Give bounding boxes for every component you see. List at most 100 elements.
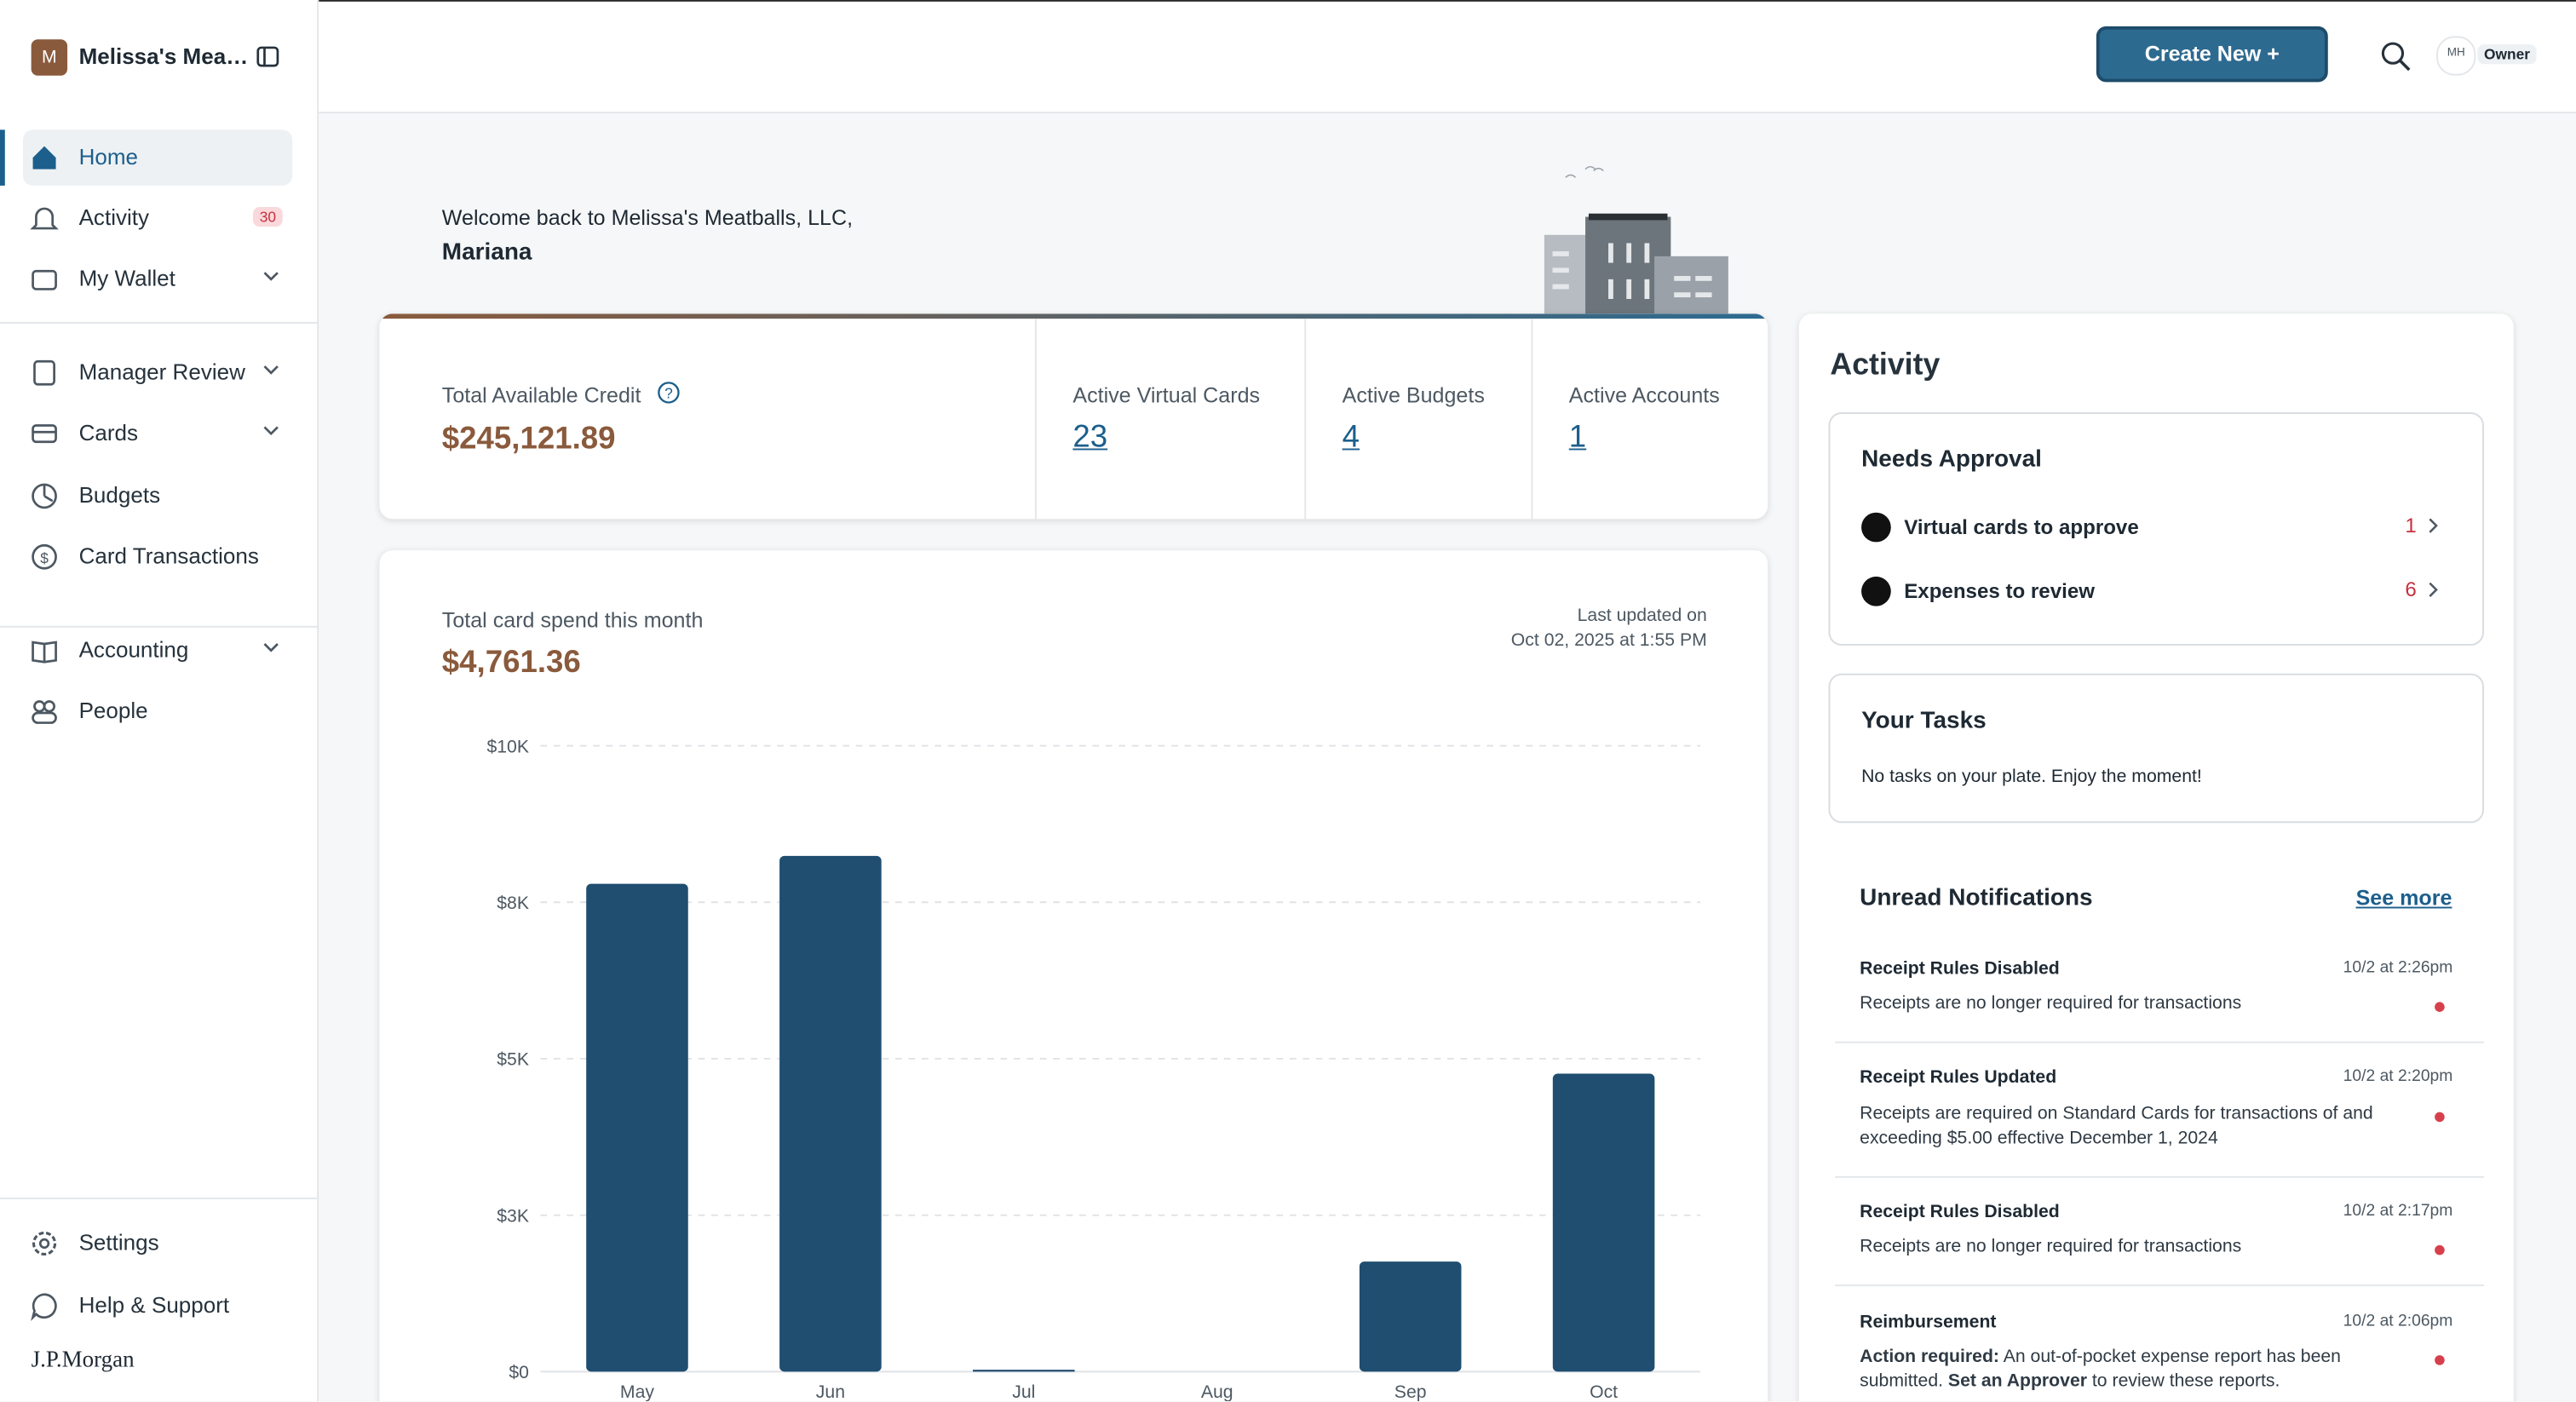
approval-count: 6 — [2405, 577, 2417, 601]
bar — [973, 1370, 1075, 1372]
stat-value[interactable]: 4 — [1342, 420, 1360, 456]
see-more-link[interactable]: See more — [2355, 885, 2452, 911]
nav-item[interactable]: Home — [22, 129, 293, 186]
nav-item[interactable]: Accounting — [23, 623, 292, 679]
sidebar: M Melissa's Mea… Home Activity 30 My Wall… — [0, 0, 319, 1402]
y-tick-label: $0 — [509, 1363, 529, 1382]
nav-label: People — [78, 698, 148, 723]
stat-label: Active Accounts — [1568, 382, 1720, 408]
nav-label: Manager Review — [78, 359, 245, 385]
activity-panel: Activity Needs Approval Virtual cards to… — [1798, 313, 2514, 1402]
nav-label: Cards — [78, 420, 139, 445]
nav-item[interactable]: Settings — [23, 1215, 292, 1272]
nav-item[interactable]: My Wallet — [23, 251, 292, 307]
unread-dot — [2435, 1355, 2445, 1365]
stat-value[interactable]: 1 — [1568, 420, 1587, 456]
collapse-icon[interactable] — [256, 46, 279, 67]
nav-icon — [30, 207, 59, 230]
spend-amount: $4,761.36 — [441, 645, 581, 681]
user-avatar[interactable]: MH — [2436, 36, 2476, 76]
bar — [586, 883, 688, 1372]
search-icon[interactable] — [2380, 41, 2412, 72]
notification-message: Receipts are required on Standard Cards … — [1860, 1103, 2373, 1149]
nav-item[interactable]: Help & Support — [23, 1278, 292, 1334]
nav-label: Activity — [78, 205, 150, 230]
active-indicator — [0, 129, 5, 186]
approval-item[interactable]: Virtual cards to approve — [1904, 515, 2139, 539]
nav-item[interactable]: Activity 30 — [23, 191, 292, 247]
action-link[interactable]: Set an Approver — [1947, 1371, 2088, 1392]
approval-item[interactable]: Expenses to review — [1904, 579, 2095, 603]
bar — [779, 855, 882, 1372]
svg-text:?: ? — [664, 385, 673, 402]
chevron — [2429, 518, 2438, 533]
notification-time: 10/2 at 2:17pm — [2343, 1202, 2453, 1221]
greeting: Welcome back to Melissa's Meatballs, LLC… — [441, 205, 854, 230]
tasks-title: Your Tasks — [1861, 708, 1987, 735]
divider — [1835, 1041, 2484, 1043]
nav-item[interactable]: People — [23, 683, 292, 739]
updated-label: Last updated on — [1577, 606, 1707, 626]
message-text: to review these reports. — [2091, 1371, 2280, 1392]
divider — [1304, 319, 1307, 520]
spend-label: Total card spend this month — [441, 607, 704, 633]
approval-box: Needs Approval Virtual cards to approve … — [1828, 412, 2484, 646]
bar — [1552, 1073, 1655, 1372]
nav-label: My Wallet — [78, 266, 175, 291]
accent-bar — [379, 313, 1768, 319]
y-tick-label: $5K — [497, 1050, 529, 1070]
stat-value: $245,121.89 — [441, 422, 616, 457]
nav-item[interactable]: Manager Review — [23, 345, 292, 401]
nav-icon — [32, 1231, 57, 1256]
notification-title: Reimbursement — [1860, 1312, 1997, 1333]
stat-value[interactable]: 23 — [1072, 420, 1108, 456]
chevron — [263, 272, 279, 281]
nav-icon: $ — [32, 543, 57, 570]
notification-title: Receipt Rules Disabled — [1860, 959, 2060, 980]
org-name[interactable]: Melissa's Mea… — [78, 44, 249, 69]
stats-card: Total Available Credit ? $245,121.89 Act… — [379, 313, 1768, 520]
org-avatar: M — [31, 39, 68, 76]
expense-icon — [1861, 576, 1891, 606]
nav-item[interactable]: Cards — [23, 405, 292, 462]
approval-count: 1 — [2405, 514, 2417, 537]
divider — [0, 625, 318, 628]
activity-title: Activity — [1830, 346, 1941, 382]
chevron — [263, 365, 279, 375]
y-tick-label: $10K — [486, 737, 529, 756]
stat-label: Total Available Credit — [441, 382, 641, 408]
notification-title: Receipt Rules Disabled — [1860, 1202, 2060, 1222]
card-icon — [1861, 512, 1891, 543]
nav-item[interactable]: Budgets — [23, 468, 292, 525]
divider — [0, 1197, 318, 1199]
tasks-message: No tasks on your plate. Enjoy the moment… — [1861, 767, 2202, 787]
nav-icon — [32, 641, 57, 664]
notification-time: 10/2 at 2:06pm — [2343, 1312, 2453, 1331]
nav-icon — [32, 146, 56, 170]
nav-icon — [31, 1293, 57, 1321]
nav-label: Accounting — [78, 637, 189, 663]
message-text: An out-of-pocket expense report has been… — [1860, 1347, 2341, 1392]
notification-time: 10/2 at 2:20pm — [2343, 1067, 2453, 1086]
x-tick-label: Jun — [816, 1382, 845, 1401]
x-tick-label: Jul — [1012, 1382, 1035, 1401]
chevron — [263, 643, 279, 652]
role-badge: Owner — [2477, 44, 2537, 65]
divider — [1531, 319, 1533, 520]
notifications-title: Unread Notifications — [1860, 885, 2093, 912]
chevron — [263, 426, 279, 436]
building-illustration — [1544, 165, 1728, 314]
info-icon[interactable]: ? — [657, 381, 680, 404]
stat-label: Active Budgets — [1342, 382, 1485, 408]
nav-badge: 30 — [252, 206, 283, 227]
nav-label: Budgets — [78, 482, 161, 508]
bar — [1359, 1261, 1462, 1372]
notification-title: Receipt Rules Updated — [1860, 1067, 2057, 1088]
user-name: Mariana — [441, 239, 532, 267]
nav-icon — [33, 359, 55, 386]
create-button[interactable]: Create New + — [2096, 26, 2328, 83]
brand: J.P.Morgan — [31, 1348, 135, 1374]
nav-item[interactable]: $ Card Transactions — [23, 529, 292, 585]
